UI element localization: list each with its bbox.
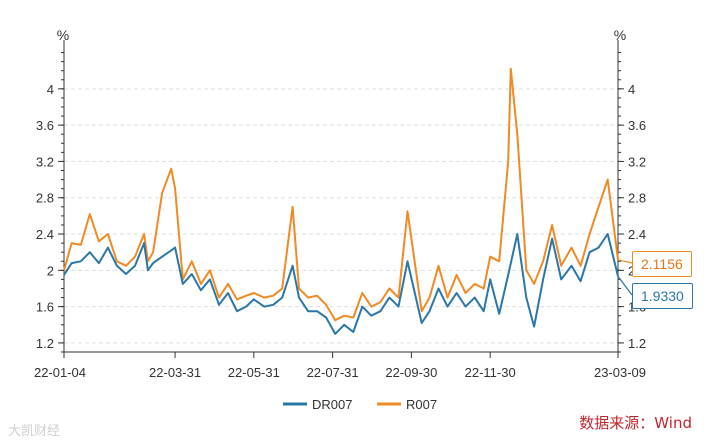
series-layer [63,67,633,335]
y-tick-label-left: 3.6 [36,118,54,133]
y-unit-right: % [614,27,626,43]
y-tick-label-right: 4 [628,82,635,97]
x-tick-label: 22-01-04 [34,365,86,380]
axis-layer: 1.21.21.61.6222.42.42.82.83.23.23.63.644… [34,27,646,380]
y-tick-label-right: 1.2 [628,336,646,351]
watermark: 大凯财经 [8,424,61,439]
data-source: 数据来源：Wind [579,414,692,432]
y-unit-left: % [57,27,69,43]
grid-layer [64,88,618,344]
y-tick-label-left: 3.2 [36,154,54,169]
y-tick-label-right: 2.4 [628,227,646,242]
end-leader-r007 [617,259,633,264]
y-tick-label-left: 2.8 [36,191,54,206]
y-tick-label-left: 2.4 [36,227,54,242]
legend: DR007 R007 [283,397,437,412]
y-tick-label-right: 2 [628,263,635,278]
x-tick-label: 22-11-30 [465,365,516,380]
x-tick-label: 22-07-31 [307,365,359,380]
y-tick-label-right: 3.6 [628,118,646,133]
legend-label-dr007: DR007 [312,397,352,412]
dr007-end-value-label: 1.9330 [632,283,693,309]
y-tick-label-right: 3.2 [628,154,646,169]
series-line-dr007 [63,233,619,335]
y-tick-label-right: 2.8 [628,191,646,206]
y-tick-label-left: 2 [47,263,54,278]
series-line-r007 [63,67,619,322]
y-tick-label-left: 1.2 [36,336,54,351]
x-tick-label: 22-09-30 [385,365,437,380]
end-leader-dr007 [617,276,633,296]
x-tick-label: 22-03-31 [149,365,201,380]
x-tick-label: 23-03-09 [594,365,646,380]
x-tick-label: 22-05-31 [228,365,280,380]
y-tick-label-left: 1.6 [36,300,54,315]
r007-end-value-label: 2.1156 [632,251,692,277]
y-tick-label-left: 4 [47,82,54,97]
legend-label-r007: R007 [406,397,437,412]
